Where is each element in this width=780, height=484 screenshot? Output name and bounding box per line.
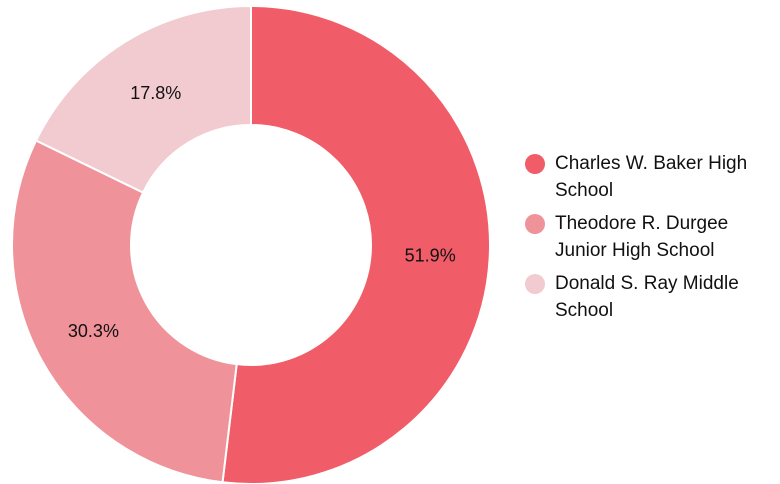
legend-item[interactable]: Donald S. Ray Middle School <box>525 270 775 324</box>
legend-label: Theodore R. Durgee Junior High School <box>555 213 729 261</box>
legend-swatch-icon <box>525 274 545 294</box>
donut-slice[interactable] <box>34 4 252 194</box>
slice-percent-label: 30.3% <box>68 321 119 341</box>
legend-item[interactable]: Theodore R. Durgee Junior High School <box>525 210 775 264</box>
slice-percent-label: 17.8% <box>130 83 181 103</box>
donut-chart: 51.9% 30.3% 17.8% <box>11 4 491 484</box>
legend-swatch-icon <box>525 214 545 234</box>
donut-slice[interactable] <box>221 4 491 484</box>
slice-percent-label: 51.9% <box>405 246 456 266</box>
legend-label: Donald S. Ray Middle School <box>555 273 739 321</box>
legend-swatch-icon <box>525 154 545 174</box>
legend-label: Charles W. Baker High School <box>555 153 748 201</box>
legend-item[interactable]: Charles W. Baker High School <box>525 150 775 204</box>
donut-slice[interactable] <box>11 139 238 484</box>
legend: Charles W. Baker High School Theodore R.… <box>525 150 775 330</box>
